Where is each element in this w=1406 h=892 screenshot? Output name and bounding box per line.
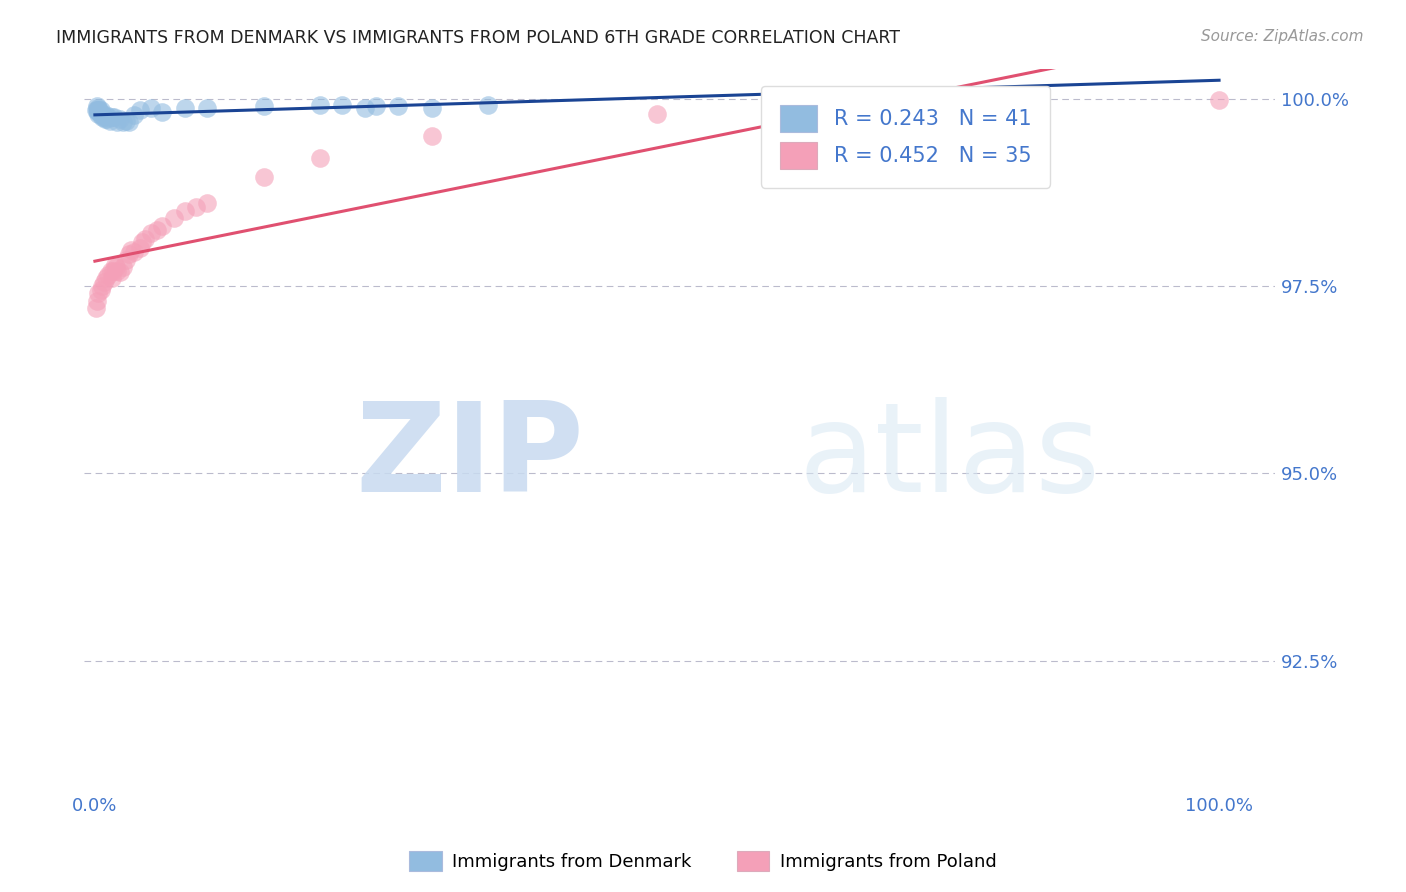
Point [89,105,111,120]
Point [90,106,112,120]
Point [330,97,353,112]
Point [115,252,138,267]
Point [97,110,120,124]
Point [97,268,120,282]
Point [100,271,122,285]
Point [86,293,108,308]
Point [89,108,111,122]
Point [90,110,112,124]
Point [87,101,110,115]
Point [308,152,330,166]
Point [128,103,150,117]
Point [252,99,274,113]
Text: ZIP: ZIP [356,397,583,517]
Point [184,200,207,214]
Point [195,101,218,115]
Point [134,232,156,246]
Point [87,106,110,120]
Text: Source: ZipAtlas.com: Source: ZipAtlas.com [1201,29,1364,44]
Text: IMMIGRANTS FROM DENMARK VS IMMIGRANTS FROM POLAND 6TH GRADE CORRELATION CHART: IMMIGRANTS FROM DENMARK VS IMMIGRANTS FR… [56,29,900,46]
Point [101,264,124,278]
Point [100,110,122,124]
Point [195,196,218,211]
Point [96,112,118,127]
Point [122,108,145,122]
Point [86,99,108,113]
Point [252,170,274,185]
Point [364,99,387,113]
Point [117,115,139,129]
Point [91,108,114,122]
Point [387,99,409,113]
Point [105,115,128,129]
Point [94,108,117,122]
Legend: Immigrants from Denmark, Immigrants from Poland: Immigrants from Denmark, Immigrants from… [402,844,1004,879]
Point [98,114,121,128]
Point [108,112,131,127]
Point [87,105,110,120]
Point [128,242,150,256]
Point [84,301,107,316]
Point [139,101,162,115]
Point [111,260,134,275]
Point [100,264,122,278]
Point [84,103,107,117]
Point [1208,93,1230,107]
Point [94,112,117,127]
Point [111,115,134,129]
Point [94,271,117,285]
Point [105,260,128,275]
Point [162,211,184,226]
Point [150,105,173,120]
Point [308,97,330,112]
Point [145,223,167,237]
Point [420,128,443,143]
Point [353,101,375,115]
Point [120,243,142,257]
Point [173,101,195,115]
Point [93,275,115,289]
Point [105,264,128,278]
Legend: R = 0.243   N = 41, R = 0.452   N = 35: R = 0.243 N = 41, R = 0.452 N = 35 [761,87,1050,187]
Point [131,235,153,250]
Point [89,103,111,117]
Point [117,247,139,261]
Point [103,110,125,124]
Point [139,227,162,241]
Point [645,106,668,120]
Text: atlas: atlas [799,397,1101,517]
Point [104,258,127,272]
Point [87,286,110,301]
Point [122,245,145,260]
Point [173,204,195,219]
Point [89,103,111,117]
Point [86,103,108,117]
Point [477,97,499,112]
Point [89,283,111,297]
Point [90,279,112,293]
Point [108,265,131,279]
Point [93,110,115,124]
Point [420,101,443,115]
Point [150,219,173,233]
Point [115,114,138,128]
Point [87,103,110,117]
